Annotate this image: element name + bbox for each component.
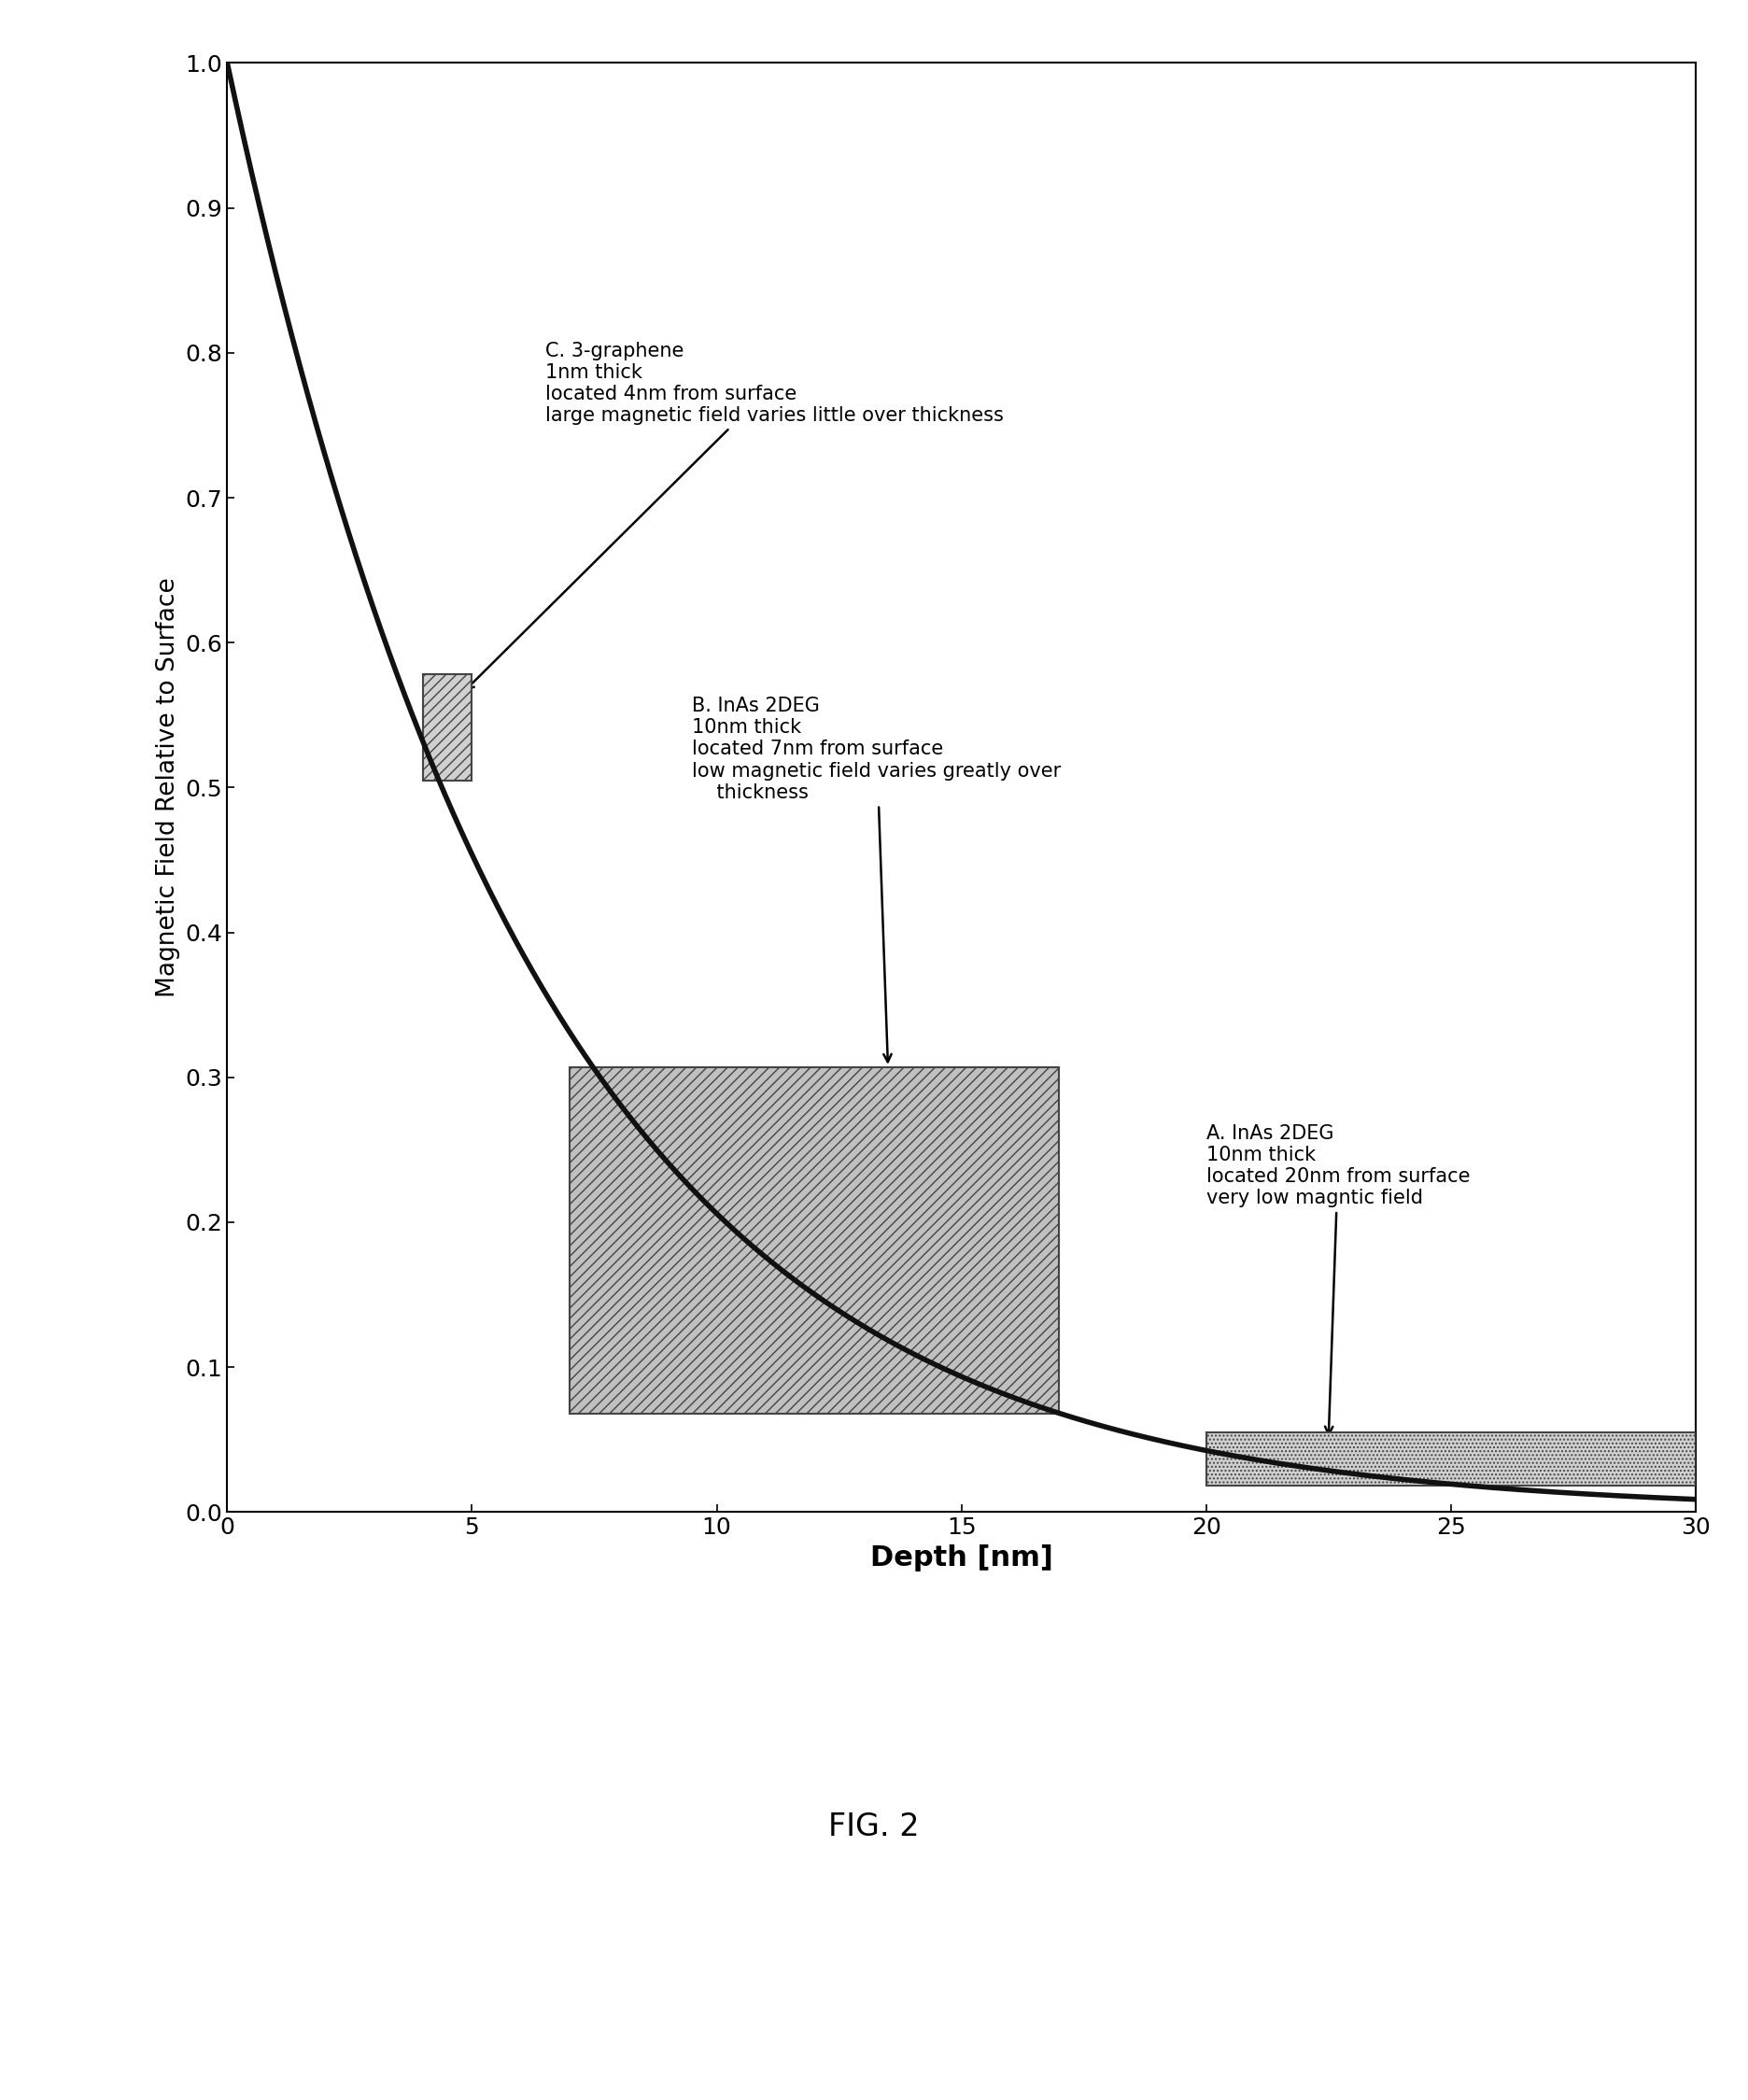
Text: A. InAs 2DEG
10nm thick
located 20nm from surface
very low magntic field: A. InAs 2DEG 10nm thick located 20nm fro… — [1206, 1124, 1470, 1434]
Text: B. InAs 2DEG
10nm thick
located 7nm from surface
low magnetic field varies great: B. InAs 2DEG 10nm thick located 7nm from… — [692, 697, 1061, 1063]
Bar — [570, 1067, 1059, 1413]
Text: FIG. 2: FIG. 2 — [829, 1812, 919, 1842]
Bar — [423, 674, 472, 781]
X-axis label: Depth [nm]: Depth [nm] — [871, 1543, 1052, 1571]
Y-axis label: Magnetic Field Relative to Surface: Magnetic Field Relative to Surface — [156, 578, 180, 997]
Bar — [1206, 1432, 1696, 1487]
Text: C. 3-graphene
1nm thick
located 4nm from surface
large magnetic field varies lit: C. 3-graphene 1nm thick located 4nm from… — [467, 342, 1003, 689]
